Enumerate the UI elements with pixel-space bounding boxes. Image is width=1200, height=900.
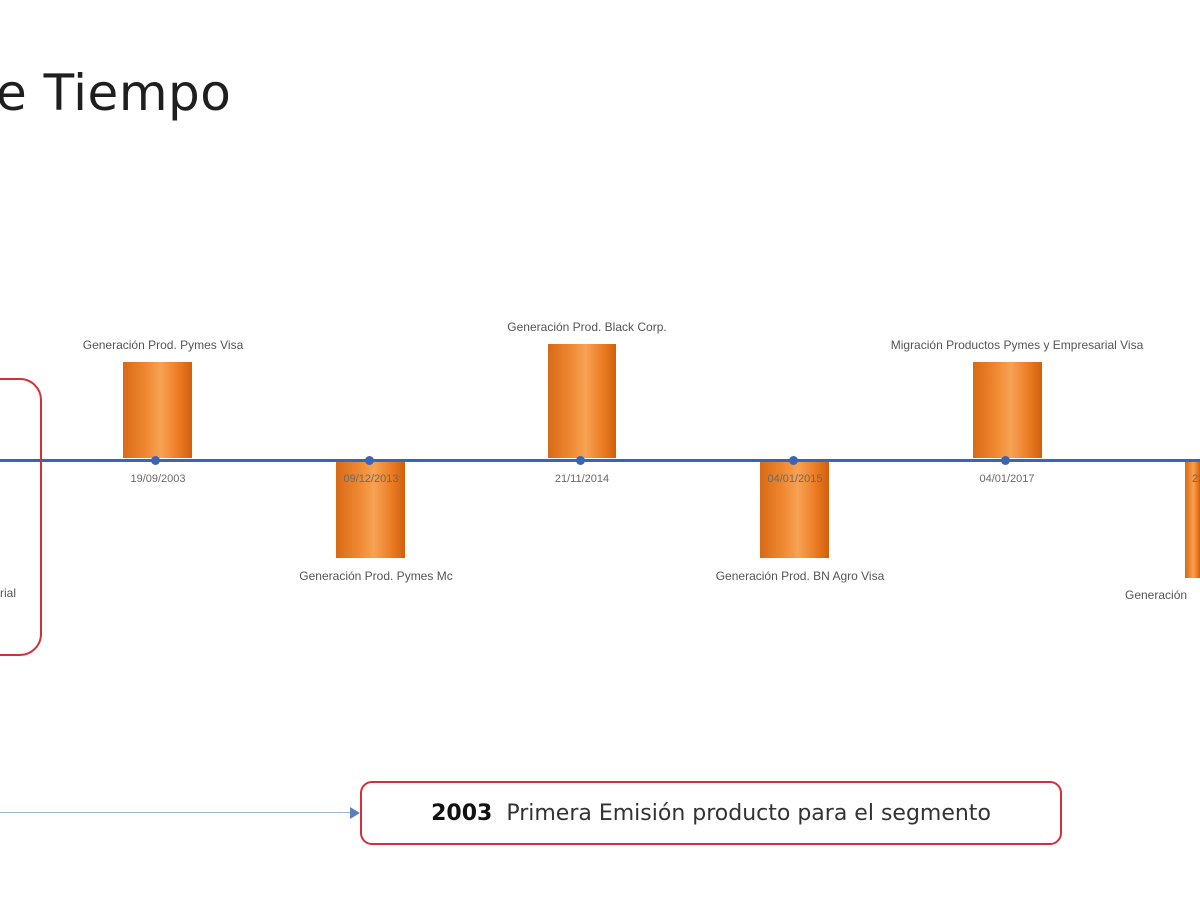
event-label-6: Generación [1125,588,1188,602]
event-marker-4 [789,456,798,465]
event-date-4: 04/01/2015 [767,473,823,485]
timeline-axis [0,459,1200,462]
event-bar-4 [760,462,829,558]
event-date-6: 22 [1192,473,1200,485]
event-marker-5 [1001,456,1010,465]
event-date-3: 21/11/2014 [554,473,610,485]
callout-year: 2003 [431,800,493,826]
event-bar-5 [973,362,1042,458]
summary-callout: 2003 Primera Emisión producto para el se… [360,781,1062,845]
event-bar-6 [1185,462,1200,578]
event-date-5: 04/01/2017 [979,473,1035,485]
left-partial-event-label: presarial [0,586,17,600]
event-label-5: Migración Productos Pymes y Empresarial … [890,338,1144,352]
event-label-4: Generación Prod. BN Agro Visa [715,569,885,583]
callout-arrow-line [0,812,352,813]
event-bar-2 [336,462,405,558]
event-label-1: Generación Prod. Pymes Visa [82,338,244,352]
event-label-3: Generación Prod. Black Corp. [507,320,667,334]
event-bar-3 [548,344,616,458]
event-marker-2 [365,456,374,465]
page-title: e Tiempo [0,64,232,122]
callout-arrow-head [350,807,360,819]
event-date-2: 09/12/2013 [343,473,399,485]
left-highlight-callout [0,378,42,656]
event-marker-1 [151,456,160,465]
callout-text: Primera Emisión producto para el segment… [506,800,991,826]
event-date-1: 19/09/2003 [130,473,186,485]
event-label-2: Generación Prod. Pymes Mc [299,569,453,583]
event-marker-3 [576,456,585,465]
event-bar-1 [123,362,192,458]
